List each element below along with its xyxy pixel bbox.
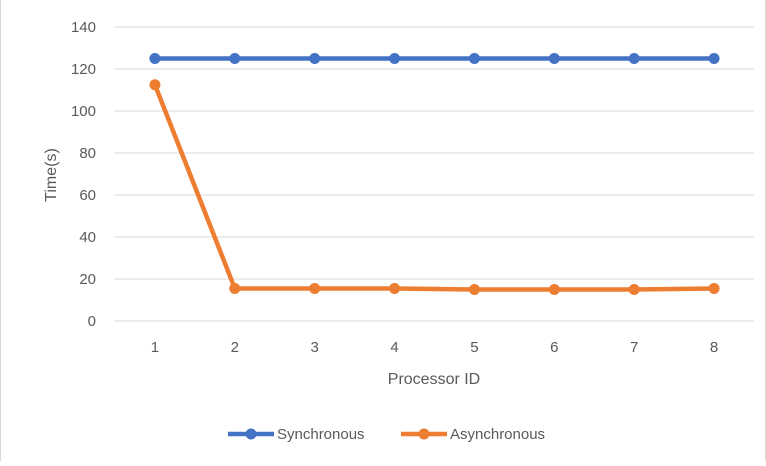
y-tick-label: 100: [71, 103, 96, 120]
data-point: [149, 53, 161, 64]
legend-entry: Asynchronous: [401, 426, 545, 443]
y-tick-label: 80: [79, 145, 96, 162]
x-tick-label: 6: [550, 339, 558, 356]
series-asynchronous: [149, 79, 720, 295]
data-point: [389, 282, 401, 294]
y-tick-label: 20: [79, 271, 96, 288]
data-point: [309, 53, 321, 64]
y-axis-label: Time(s): [43, 148, 60, 202]
data-point: [708, 282, 720, 294]
data-point: [229, 282, 241, 294]
legend-label: Synchronous: [277, 426, 365, 443]
y-tick-label: 120: [71, 61, 96, 78]
y-axis-ticks: 0 20 40 60 80 100 120 140: [71, 19, 96, 330]
data-point: [309, 282, 321, 294]
x-tick-label: 2: [231, 339, 239, 356]
x-tick-label: 7: [630, 339, 638, 356]
x-axis-ticks: 1 2 3 4 5 6 7 8: [151, 339, 718, 356]
gridlines: [115, 26, 754, 322]
x-tick-label: 3: [311, 339, 319, 356]
data-point: [468, 284, 480, 295]
x-axis-label: Processor ID: [388, 371, 480, 388]
series-line: [152, 82, 717, 292]
legend-marker: [245, 428, 257, 440]
data-point: [149, 79, 161, 91]
data-point: [628, 53, 640, 64]
data-point: [708, 53, 720, 64]
x-tick-label: 4: [390, 339, 398, 356]
x-tick-label: 5: [470, 339, 478, 356]
y-tick-label: 60: [79, 187, 96, 204]
data-point: [229, 53, 241, 64]
x-tick-label: 1: [151, 339, 159, 356]
data-point: [628, 284, 640, 295]
data-point: [389, 53, 401, 64]
series-synchronous: [149, 53, 720, 64]
y-tick-label: 0: [88, 313, 96, 330]
series-layer: [149, 53, 720, 295]
x-tick-label: 8: [710, 339, 718, 356]
legend: Synchronous Asynchronous: [228, 426, 545, 443]
legend-entry: Synchronous: [228, 426, 365, 443]
legend-marker: [418, 428, 430, 440]
data-point: [548, 284, 560, 295]
data-point: [548, 53, 560, 64]
legend-label: Asynchronous: [450, 426, 545, 443]
y-tick-label: 140: [71, 19, 96, 36]
y-tick-label: 40: [79, 229, 96, 246]
data-point: [468, 53, 480, 64]
